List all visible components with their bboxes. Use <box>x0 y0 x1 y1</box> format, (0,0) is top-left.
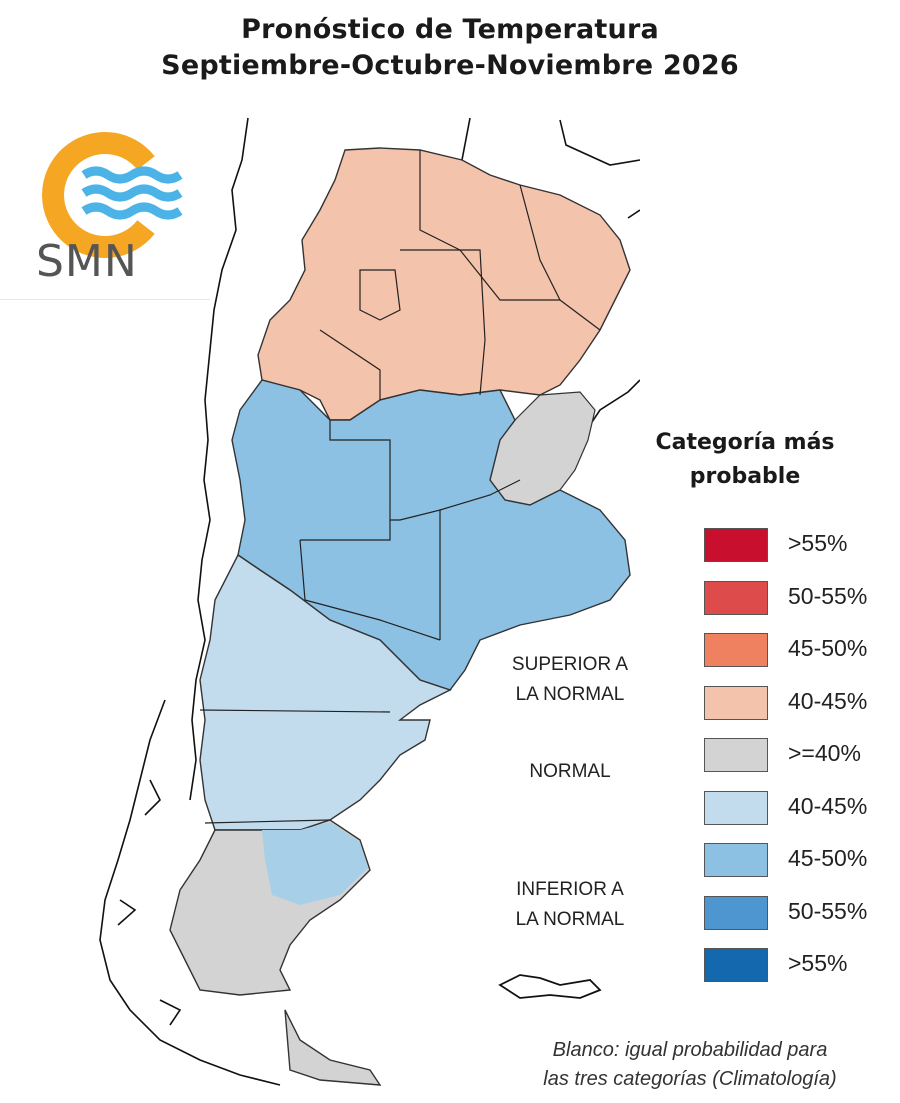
footnote: Blanco: igual probabilidad para las tres… <box>480 1036 900 1094</box>
malvinas-islands <box>498 974 602 999</box>
argentina-forecast-map <box>99 117 640 1086</box>
region-patagonia-south-blue <box>262 822 368 905</box>
legend-category-superior: SUPERIOR A LA NORMAL <box>470 650 670 710</box>
map-title: Pronóstico de Temperatura <box>241 14 659 45</box>
map-subtitle: Septiembre-Octubre-Noviembre 2026 <box>161 50 739 81</box>
logo-divider <box>0 299 210 300</box>
legend-swatch <box>704 790 768 825</box>
province-borders <box>199 150 601 824</box>
footnote-line2: las tres categorías (Climatología) <box>543 1068 837 1090</box>
region-north <box>257 147 631 421</box>
legend-label: >55% <box>788 950 848 976</box>
legend-label: >=40% <box>788 740 861 766</box>
argentina-regions <box>169 147 631 1086</box>
region-tierra-del-fuego <box>284 1009 382 1086</box>
legend-swatch <box>704 843 768 877</box>
legend-label: 50-55% <box>788 897 868 924</box>
legend-swatch <box>704 948 768 982</box>
smn-logo-text: SMN <box>36 236 138 287</box>
legend-label: 50-55% <box>788 582 868 609</box>
legend-title: Categoría más probable <box>630 426 860 494</box>
legend-category-inferior: INFERIOR A LA NORMAL <box>470 875 670 935</box>
legend-title-line2: probable <box>689 464 801 489</box>
legend-label: 40-45% <box>788 687 868 714</box>
category-superior-line1: SUPERIOR A <box>511 654 629 675</box>
category-inferior-line1: INFERIOR A <box>516 879 624 900</box>
legend-swatch <box>704 895 768 930</box>
legend-label: >55% <box>788 530 848 556</box>
category-superior-line2: LA NORMAL <box>515 684 625 705</box>
legend-swatch <box>704 738 768 772</box>
category-normal-label: NORMAL <box>529 761 611 782</box>
smn-logo-icon <box>42 132 183 258</box>
legend-swatch <box>704 685 768 720</box>
region-patagonia-north <box>199 553 452 831</box>
chile-coast <box>99 699 281 1086</box>
legend-label: 45-50% <box>788 845 868 871</box>
legend-category-normal: NORMAL <box>470 757 670 787</box>
legend-label: 40-45% <box>788 792 868 819</box>
footnote-line1: Blanco: igual probabilidad para <box>552 1039 828 1061</box>
legend-label: 45-50% <box>788 635 868 661</box>
legend-swatch <box>704 580 768 615</box>
legend-swatch <box>704 633 768 667</box>
legend-title-line1: Categoría más <box>655 430 835 455</box>
legend-swatch <box>704 528 768 562</box>
category-inferior-line2: LA NORMAL <box>515 909 625 930</box>
